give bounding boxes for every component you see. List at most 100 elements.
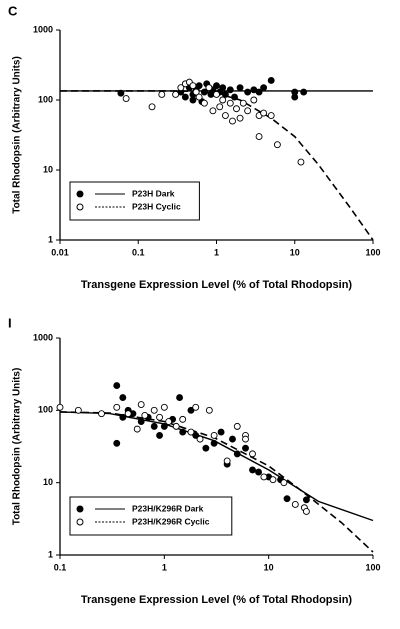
data-point [192,403,200,411]
fit-line [60,90,374,241]
legend-marker [76,505,84,513]
data-point [244,88,252,96]
data-point [221,112,229,119]
data-point [172,91,180,98]
y-axis-label: Total Rhodopsin (Arbitrary Units) [12,368,23,526]
data-point [209,107,217,115]
data-point [210,439,218,447]
data-point [196,435,204,443]
data-point [280,479,288,487]
legend: P23H/K296R Dark P23H/K296R Cyclic [69,496,233,536]
legend-marker [76,518,84,526]
data-point [165,418,173,425]
data-point [187,406,195,414]
y-tick-label: 1 [48,234,53,244]
data-point [156,413,164,421]
x-tick-label: 100 [365,247,380,257]
data-point [283,495,291,503]
data-point [229,117,236,125]
y-tick-label: 100 [38,405,53,415]
y-axis-label: Total Rhodopsin (Arbitrary Units) [12,56,23,214]
data-point [119,394,127,402]
data-point [122,95,130,102]
data-point [113,403,121,411]
data-point [141,411,149,419]
data-point [189,82,197,90]
x-tick-label: 100 [365,562,380,572]
data-point [150,406,158,414]
data-point [156,431,164,439]
data-point [226,86,234,94]
panel-label: C [8,3,18,18]
data-point [273,141,281,149]
data-point [205,84,213,92]
data-point [195,82,203,90]
data-point [210,431,218,439]
data-point [260,84,268,92]
data-point [233,450,241,458]
data-point [179,415,187,423]
legend-marker [76,190,84,198]
data-point [302,496,310,504]
panel-label: I [8,315,12,330]
data-point [56,403,64,411]
data-point [160,403,168,411]
x-tick-label: 10 [264,562,274,572]
data-point [181,93,189,101]
x-tick-label: 1 [162,562,167,572]
data-point [236,114,244,122]
data-point [229,435,236,443]
data-point [291,88,299,96]
y-tick-label: 1 [48,549,53,559]
fit-line [59,411,374,553]
data-point [176,394,184,402]
data-point [216,103,224,111]
data-point [291,500,299,508]
data-point [133,425,141,433]
data-point [200,88,208,96]
data-point [74,406,82,414]
data-point [202,444,210,452]
data-point [177,84,185,92]
y-tick-label: 10 [43,477,53,487]
data-point [158,91,166,98]
data-point [113,382,121,390]
data-point [179,428,187,436]
data-point [213,82,220,90]
y-tick-label: 1000 [33,332,53,342]
data-point [223,457,231,465]
data-point [219,96,227,104]
data-point [137,418,145,425]
legend-box [69,496,233,536]
y-tick-label: 1000 [33,24,53,34]
legend-marker [76,203,84,211]
legend-box [69,181,200,221]
data-point [249,450,256,458]
x-tick-label: 1 [214,247,219,257]
data-point [233,105,240,113]
data-point [239,99,247,107]
data-point [200,99,208,107]
data-point [98,410,105,418]
data-point [150,422,158,430]
data-point [267,77,275,84]
data-point [221,91,229,98]
data-point [267,112,275,119]
data-point [119,413,127,421]
x-tick-label: 10 [290,247,300,257]
data-point [260,109,268,117]
data-point [189,96,197,104]
data-point [117,89,125,97]
legend: P23H Dark P23H Cyclic [69,181,200,221]
data-point [233,422,241,430]
data-point [236,84,244,92]
x-tick-label: 0.01 [51,247,69,257]
data-point [148,103,156,111]
data-point [195,93,203,101]
data-point [226,99,234,107]
data-point [160,422,168,430]
data-point [302,508,310,515]
data-point [192,431,200,439]
data-point [297,158,305,166]
